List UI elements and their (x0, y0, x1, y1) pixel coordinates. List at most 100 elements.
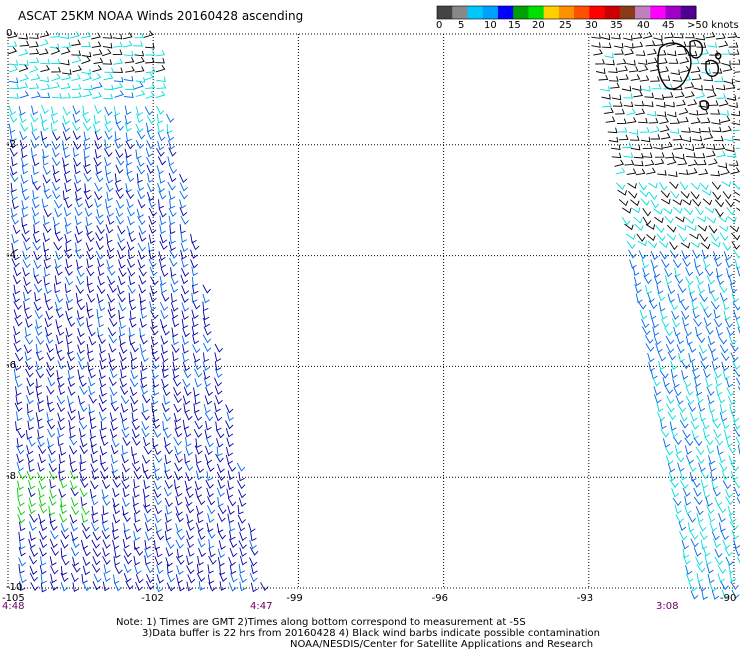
wind-barb (86, 276, 93, 286)
wind-barb (720, 168, 730, 176)
wind-barb (56, 334, 64, 345)
wind-barb (81, 522, 90, 532)
wind-barb (150, 310, 159, 320)
wind-barb (607, 127, 618, 134)
wind-barb (611, 152, 622, 159)
wind-barb (40, 83, 51, 91)
wind-barb (144, 548, 152, 559)
wind-barbs-western-swath (7, 30, 269, 593)
wind-barb (123, 563, 132, 574)
wind-barb (138, 293, 146, 304)
wind-barb (193, 428, 203, 438)
wind-barb (195, 454, 202, 464)
wind-barb (630, 199, 640, 207)
wind-barb (720, 115, 731, 123)
wind-barb (164, 513, 172, 523)
wind-barb (693, 258, 701, 269)
wind-barb (658, 302, 666, 312)
wind-barb (59, 479, 68, 489)
wind-barb (64, 266, 73, 276)
wind-barb (180, 258, 189, 268)
wind-barb (682, 555, 691, 565)
wind-barb (74, 250, 84, 260)
wind-barb (618, 65, 628, 73)
wind-barb (190, 249, 198, 259)
wind-barb (708, 455, 716, 465)
wind-barb (82, 114, 91, 124)
wind-barb (728, 102, 738, 108)
wind-barb (119, 385, 129, 395)
wind-barb (164, 480, 173, 490)
wind-barb (115, 190, 124, 200)
wind-barb (634, 160, 644, 167)
wind-barb (681, 370, 689, 380)
wind-barb (50, 31, 61, 38)
wind-barb (714, 76, 724, 83)
wind-barb (725, 199, 735, 208)
wind-barb (51, 66, 61, 73)
wind-barb (37, 402, 44, 413)
wind-barb (674, 275, 684, 284)
wind-barb (61, 47, 71, 55)
wind-barb (675, 216, 685, 223)
wind-barb (67, 377, 76, 388)
wind-barb (122, 538, 130, 549)
wind-barb (158, 251, 166, 261)
wind-barb (162, 412, 171, 422)
wind-barb (673, 387, 682, 397)
wind-barb (194, 420, 203, 430)
wind-barb (49, 521, 58, 531)
wind-barb (184, 411, 193, 421)
wind-barb (183, 386, 192, 396)
wind-barb (674, 444, 682, 455)
wind-barb (707, 335, 716, 346)
wind-barb (194, 378, 202, 388)
wind-barb (112, 504, 121, 515)
wind-barb (154, 556, 163, 566)
wind-barb (101, 48, 112, 57)
wind-barb (115, 121, 124, 131)
wind-barb (50, 47, 61, 55)
wind-barb (650, 126, 660, 133)
wind-barb (86, 309, 94, 319)
wind-barb (727, 505, 735, 516)
wind-barb (674, 504, 682, 515)
wind-barb (97, 276, 105, 286)
wind-barb (616, 118, 627, 124)
wind-barb (680, 310, 690, 320)
wind-barb (642, 267, 650, 278)
wind-barb (22, 259, 31, 269)
wind-barb (202, 284, 211, 294)
wind-barb (125, 155, 133, 166)
wind-barb (250, 564, 258, 575)
wind-barb (644, 159, 655, 167)
wind-barb (95, 250, 105, 260)
wind-barb (64, 224, 72, 235)
colorbar-segment (543, 6, 560, 19)
wind-barb (143, 445, 152, 455)
wind-barb (108, 377, 117, 387)
wind-barb (700, 117, 711, 124)
wind-barb (52, 164, 60, 175)
colorbar-segment (437, 6, 453, 19)
wind-barb (217, 513, 226, 523)
wind-barb (154, 523, 162, 533)
wind-barb (38, 496, 47, 507)
wind-barb (31, 131, 40, 141)
wind-barb (648, 182, 658, 189)
wind-barb (25, 394, 34, 405)
latitude-tick-label: 0 (6, 28, 13, 39)
wind-barb (119, 319, 126, 329)
wind-barb (133, 531, 141, 541)
wind-barb (55, 319, 63, 329)
wind-barb (112, 478, 121, 488)
wind-barb (666, 403, 675, 413)
wind-barb (126, 207, 135, 217)
wind-barb (119, 326, 126, 337)
wind-barb (706, 150, 716, 158)
wind-barb (204, 454, 213, 464)
wind-barb (156, 105, 165, 115)
wind-barb (197, 530, 206, 541)
wind-barb (718, 453, 726, 464)
wind-barb (81, 574, 88, 584)
